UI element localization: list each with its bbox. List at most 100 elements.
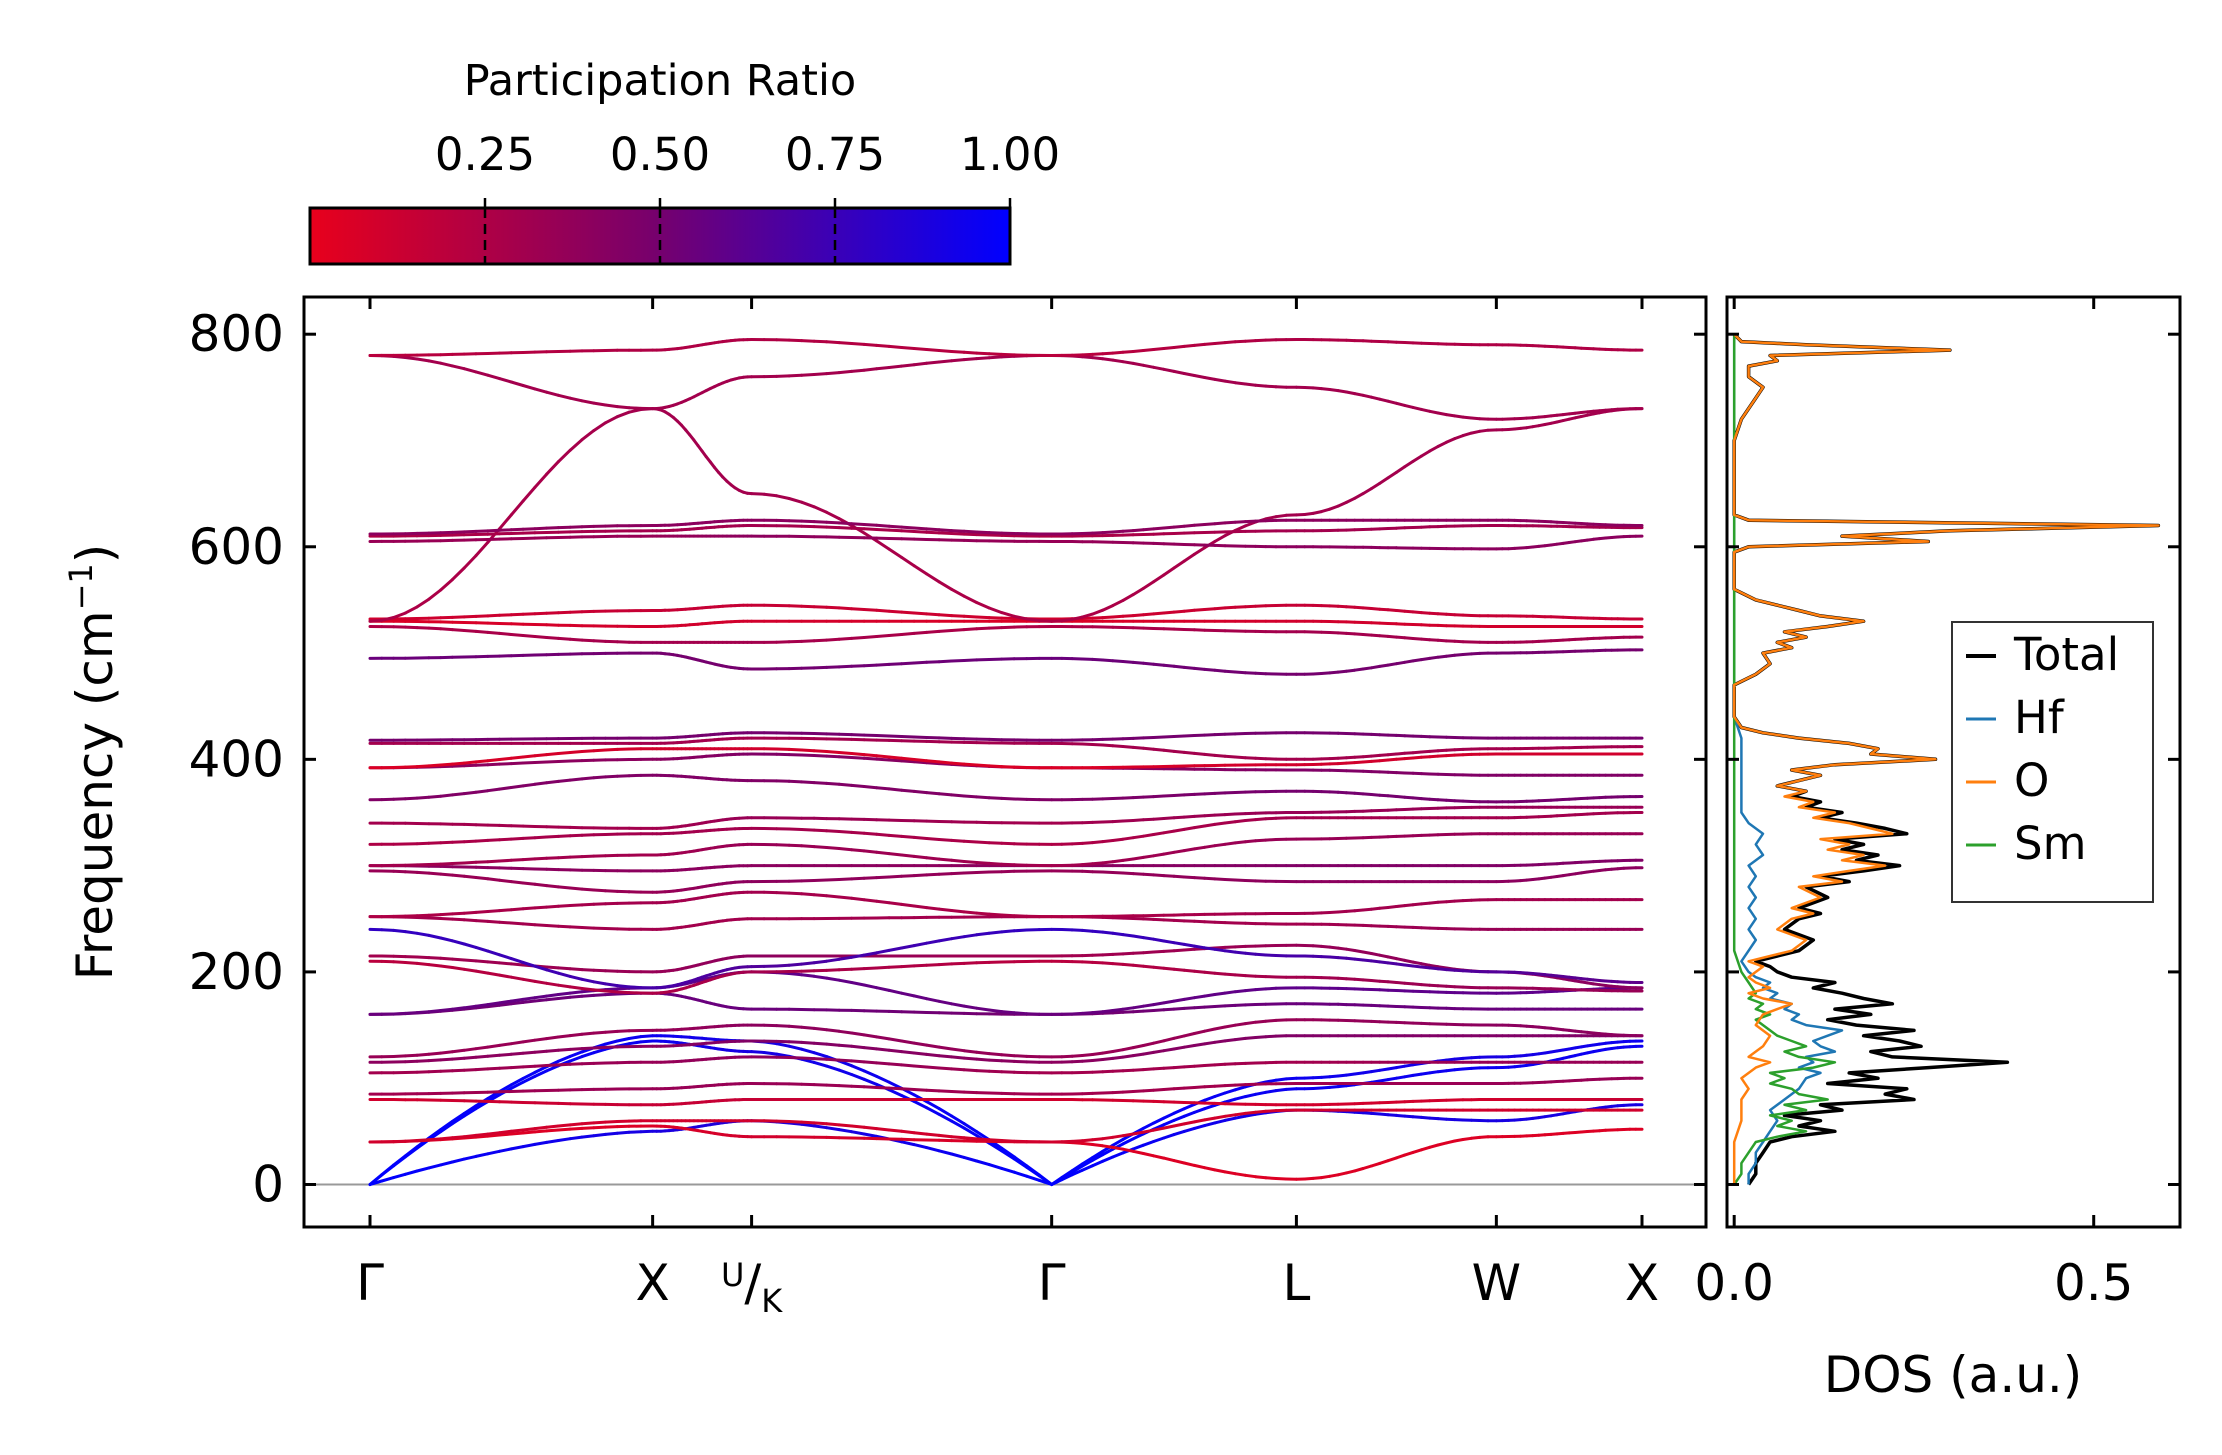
band-segment [1182, 814, 1196, 819]
band-segment [925, 660, 941, 664]
band-segment [912, 1099, 929, 1110]
band-segment [1264, 515, 1278, 521]
band-segment [1233, 1111, 1247, 1117]
phonon-bands [368, 338, 1644, 1186]
band-segment [639, 1039, 655, 1044]
band-segment [987, 930, 1004, 935]
band-segment [1264, 816, 1278, 821]
band-segment [1152, 1008, 1166, 1012]
band-segment [568, 1135, 584, 1141]
band-segment [403, 1011, 419, 1015]
band-segment [450, 764, 466, 768]
band-segment [521, 1050, 537, 1055]
band-segment [1233, 1003, 1247, 1007]
band-segment [912, 1051, 929, 1056]
band-segment [380, 928, 396, 932]
band-segment [1203, 993, 1217, 998]
band-segment [498, 908, 513, 913]
band-segment [533, 1037, 549, 1042]
band-segment [1172, 734, 1186, 738]
band-segment [1203, 813, 1217, 818]
band-segment [1070, 615, 1084, 621]
band-segment [1284, 1087, 1298, 1091]
band-segment [556, 778, 572, 783]
band-segment [533, 1065, 549, 1074]
band-segment [962, 1126, 979, 1137]
band-segment [498, 762, 513, 766]
band-segment [1000, 1139, 1016, 1143]
band-segment [800, 639, 816, 643]
band-segment [800, 1122, 816, 1128]
band-segment [486, 1149, 501, 1156]
band-segment [486, 1003, 501, 1009]
band-segment [1192, 1107, 1207, 1114]
band-segment [1274, 1077, 1288, 1082]
band-segment [937, 736, 954, 740]
band-segment [812, 605, 829, 609]
band-segment [1223, 605, 1237, 610]
band-segment [875, 1127, 891, 1132]
band-segment [1223, 878, 1237, 882]
band-segment [1131, 872, 1145, 876]
band-segment [604, 1131, 619, 1136]
band-segment [462, 918, 478, 923]
band-segment [615, 1130, 631, 1135]
band-segment [825, 1083, 841, 1088]
band-segment [403, 1059, 419, 1064]
band-segment [875, 1035, 891, 1041]
band-segment [486, 960, 501, 965]
band-segment [1141, 936, 1156, 941]
band-segment [837, 636, 854, 641]
band-segment [1080, 1053, 1094, 1057]
band-segment [937, 838, 954, 842]
band-segment [450, 566, 466, 582]
band-segment [912, 530, 929, 534]
band-segment [850, 876, 866, 881]
band-segment [975, 601, 991, 610]
band-segment [462, 529, 478, 534]
band-segment [1101, 1056, 1115, 1061]
band-segment [615, 986, 631, 991]
band-segment [1131, 855, 1145, 861]
band-segment [498, 953, 513, 961]
band-segment [462, 874, 478, 879]
band-segment [509, 921, 525, 926]
band-segment [1182, 608, 1196, 613]
band-segment [750, 492, 766, 496]
band-band-24 [368, 752, 1644, 777]
band-segment [1091, 840, 1105, 845]
band-segment [987, 912, 1004, 917]
band-segment [533, 856, 549, 861]
band-segment [627, 408, 643, 414]
band-segment [1203, 1095, 1217, 1102]
band-segment [862, 1033, 879, 1039]
band-segment [1172, 664, 1186, 669]
band-segment [439, 1122, 454, 1134]
band-segment [1091, 1058, 1105, 1062]
band-segment [556, 1054, 572, 1063]
band-segment [509, 836, 525, 841]
band-segment [812, 638, 829, 643]
band-segment [509, 633, 525, 637]
band-band-16 [368, 915, 1644, 931]
band-segment [975, 931, 991, 937]
band-segment [1162, 949, 1176, 953]
band-acoustic-2 [368, 1039, 1644, 1186]
band-segment [1182, 847, 1196, 853]
band-segment [825, 637, 841, 642]
band-segment [568, 438, 584, 452]
band-segment [439, 862, 454, 866]
band-segment [1192, 751, 1207, 756]
band-segment [875, 528, 891, 532]
band-segment [862, 983, 879, 990]
band-segment [1091, 1153, 1105, 1162]
band-segment [509, 1065, 525, 1070]
band-segment [925, 856, 941, 861]
band-segment [1111, 614, 1125, 619]
band-segment [1152, 662, 1166, 667]
band-segment [775, 1024, 791, 1028]
band-segment [521, 881, 537, 886]
band-segment [1152, 735, 1166, 739]
band-segment [592, 639, 607, 643]
band-segment [962, 1122, 979, 1134]
